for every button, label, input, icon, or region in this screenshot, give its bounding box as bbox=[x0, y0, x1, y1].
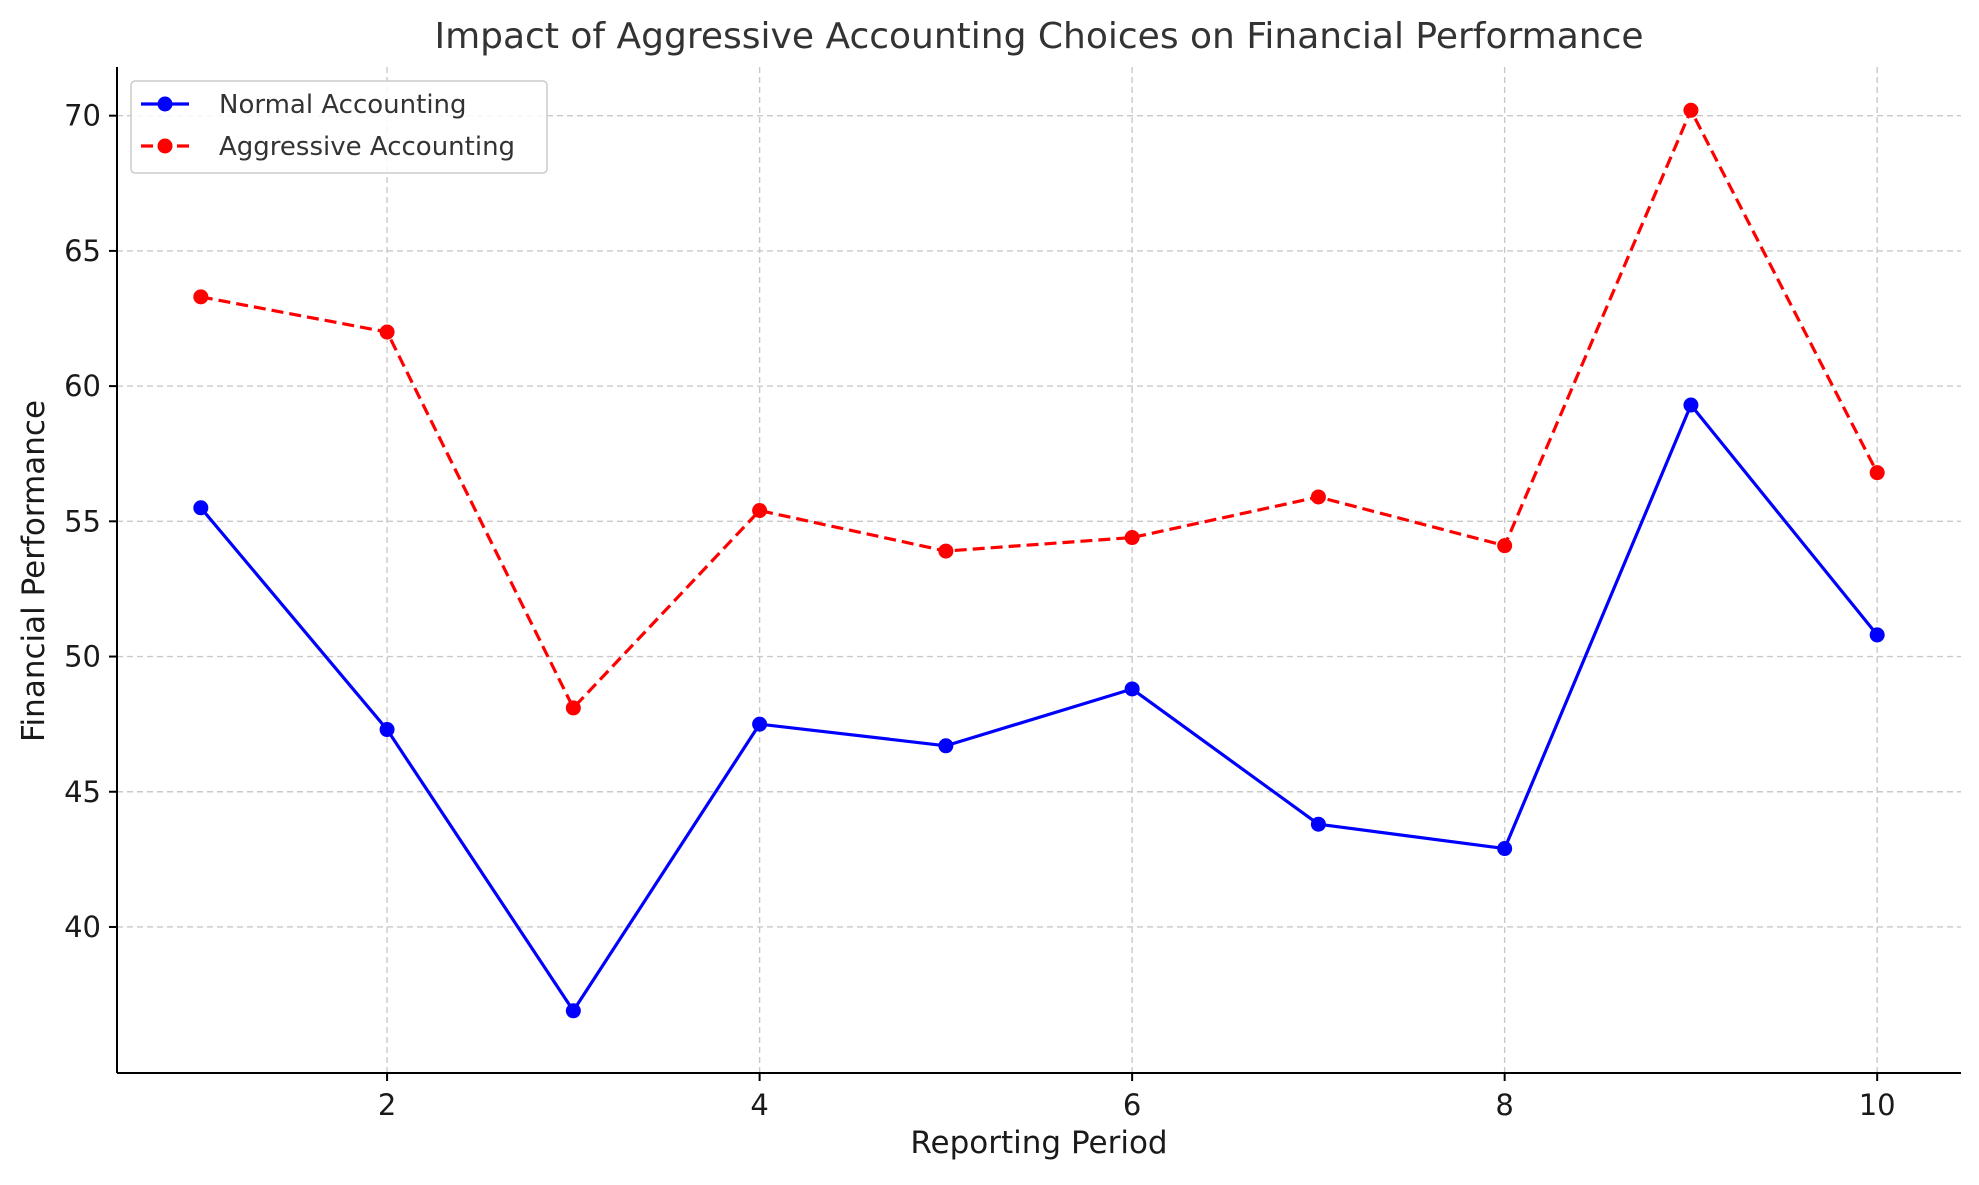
data-point-aggressive-accounting bbox=[752, 503, 768, 519]
y-tick-label: 55 bbox=[64, 504, 101, 538]
data-point-aggressive-accounting bbox=[1310, 489, 1326, 505]
legend-marker bbox=[157, 138, 173, 154]
data-point-aggressive-accounting bbox=[1124, 530, 1140, 546]
legend-label: Normal Accounting bbox=[219, 90, 467, 120]
series-line-normal-accounting bbox=[199, 403, 1879, 1013]
data-point-aggressive-accounting bbox=[1869, 465, 1885, 481]
data-point-normal-accounting bbox=[1310, 816, 1326, 832]
y-axis-label: Financial Performance bbox=[16, 400, 52, 742]
series-normal-accounting bbox=[193, 397, 1885, 1019]
data-point-normal-accounting bbox=[1683, 397, 1699, 413]
x-axis-label: Reporting Period bbox=[910, 1125, 1167, 1161]
y-tick-label: 60 bbox=[64, 369, 101, 403]
data-point-normal-accounting bbox=[565, 1003, 581, 1019]
x-tick-label: 2 bbox=[378, 1088, 396, 1122]
y-tick-label: 50 bbox=[64, 640, 101, 674]
y-tick-label: 65 bbox=[64, 234, 101, 268]
series-layer bbox=[193, 102, 1885, 1019]
y-tick-label: 45 bbox=[64, 775, 101, 809]
legend-box bbox=[130, 80, 548, 174]
data-point-aggressive-accounting bbox=[938, 543, 954, 559]
legend-entry: Aggressive Accounting bbox=[141, 132, 515, 162]
axes: 2 4 6 8 10 40 45 50 55 60 65 70 bbox=[64, 67, 1961, 1122]
legend-label: Aggressive Accounting bbox=[219, 132, 515, 162]
data-point-normal-accounting bbox=[1869, 627, 1885, 643]
grid bbox=[117, 67, 1961, 1073]
legend-marker bbox=[157, 96, 173, 112]
series-aggressive-accounting bbox=[193, 102, 1885, 716]
y-tick-label: 40 bbox=[64, 910, 101, 944]
data-point-aggressive-accounting bbox=[193, 289, 209, 305]
data-point-normal-accounting bbox=[193, 500, 209, 516]
data-point-aggressive-accounting bbox=[379, 324, 395, 340]
chart-title: Impact of Aggressive Accounting Choices … bbox=[434, 16, 1643, 57]
x-tick-label: 10 bbox=[1859, 1088, 1896, 1122]
data-point-normal-accounting bbox=[938, 738, 954, 754]
x-tick-label: 4 bbox=[750, 1088, 768, 1122]
y-tick-label: 70 bbox=[64, 99, 101, 133]
data-point-aggressive-accounting bbox=[565, 700, 581, 716]
series-line-aggressive-accounting bbox=[200, 108, 1879, 710]
x-tick-label: 8 bbox=[1495, 1088, 1513, 1122]
data-point-normal-accounting bbox=[1497, 841, 1513, 857]
data-point-aggressive-accounting bbox=[1683, 102, 1699, 118]
data-point-normal-accounting bbox=[1124, 681, 1140, 697]
data-point-aggressive-accounting bbox=[1497, 538, 1513, 554]
data-point-normal-accounting bbox=[379, 722, 395, 738]
data-point-normal-accounting bbox=[752, 716, 768, 732]
legend-entry: Normal Accounting bbox=[141, 90, 467, 120]
legend: Normal Accounting Aggressive Accounting bbox=[130, 80, 548, 174]
x-tick-label: 6 bbox=[1123, 1088, 1141, 1122]
